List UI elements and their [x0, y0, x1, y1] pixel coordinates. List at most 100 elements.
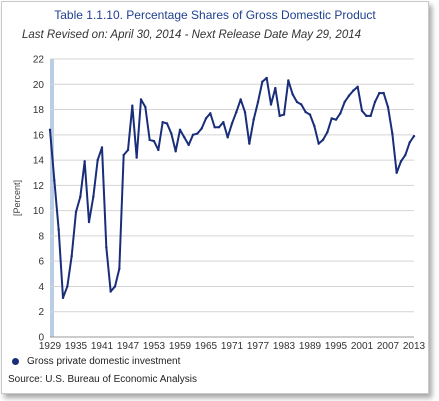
data-point: [96, 158, 99, 162]
data-point: [395, 171, 398, 174]
y-tick-label: 4: [38, 282, 44, 293]
x-tick-label: 2007: [377, 341, 400, 352]
data-point: [313, 124, 316, 128]
data-point: [295, 100, 299, 104]
data-point: [360, 109, 364, 113]
chart-title: Table 1.1.10. Percentage Shares of Gross…: [54, 8, 376, 22]
data-point: [74, 210, 78, 214]
data-point: [256, 100, 260, 104]
data-point: [334, 118, 338, 121]
data-point: [274, 86, 277, 90]
data-point: [373, 100, 377, 104]
data-point: [365, 114, 368, 118]
data-point: [148, 138, 151, 142]
source-note: Source: U.S. Bureau of Economic Analysis: [8, 374, 197, 385]
y-tick-label: 14: [33, 156, 45, 167]
data-point: [391, 132, 394, 135]
data-point: [209, 112, 212, 115]
data-point: [48, 128, 52, 131]
data-point: [404, 153, 407, 157]
y-tick-label: 18: [33, 105, 45, 116]
data-point: [139, 98, 143, 101]
x-tick-label: 1983: [273, 341, 296, 352]
legend-label: Gross private domestic investment: [27, 356, 181, 367]
legend-marker: [12, 358, 19, 365]
data-point: [213, 126, 216, 129]
data-point: [265, 76, 268, 80]
x-tick-label: 1965: [195, 341, 218, 352]
data-point: [252, 118, 255, 121]
y-tick-label: 2: [38, 307, 44, 318]
data-point: [378, 91, 381, 95]
y-tick-label: 22: [33, 55, 45, 66]
x-tick-label: 1929: [39, 341, 62, 352]
y-tick-label: 12: [33, 181, 45, 192]
data-point: [326, 131, 329, 134]
y-tick-label: 10: [33, 206, 45, 217]
data-point: [122, 153, 125, 157]
data-point: [235, 110, 238, 114]
data-point: [347, 94, 351, 97]
data-point: [174, 150, 177, 153]
x-tick-label: 1953: [143, 341, 166, 352]
data-point: [113, 285, 117, 288]
data-point: [196, 132, 199, 135]
y-tick-label: 8: [38, 231, 44, 242]
data-point: [343, 100, 346, 104]
data-point: [165, 122, 169, 125]
data-point: [369, 114, 372, 118]
data-point: [222, 120, 225, 124]
data-point: [382, 91, 385, 95]
data-point: [183, 136, 186, 139]
data-point: [412, 134, 416, 138]
data-point: [204, 117, 208, 120]
data-point: [157, 148, 160, 152]
data-point: [200, 127, 203, 130]
data-point: [339, 112, 342, 115]
data-point: [170, 132, 173, 135]
data-point: [243, 110, 247, 114]
data-point: [308, 113, 312, 116]
x-tick-label: 1935: [65, 341, 88, 352]
data-point: [131, 104, 134, 107]
data-point: [178, 128, 182, 131]
data-point: [191, 133, 195, 137]
data-point: [317, 142, 320, 145]
data-point: [291, 93, 294, 96]
data-point: [144, 105, 147, 109]
y-tick-label: 6: [38, 257, 44, 268]
data-point: [57, 228, 60, 231]
x-tick-label: 1971: [221, 341, 244, 352]
chart-panel: Table 1.1.10. Percentage Shares of Gross…: [1, 1, 429, 394]
legend[interactable]: Gross private domestic investment: [12, 356, 180, 367]
data-point: [61, 296, 65, 300]
x-tick-label: 1977: [247, 341, 270, 352]
data-point: [92, 195, 95, 198]
data-point: [70, 254, 73, 258]
data-point: [386, 105, 390, 109]
data-point: [399, 160, 403, 163]
data-point: [248, 142, 251, 145]
data-point: [278, 114, 281, 118]
y-tick-label: 0: [38, 333, 44, 344]
data-point: [53, 179, 56, 182]
x-tick-label: 1959: [169, 341, 192, 352]
y-axis-label: [Percent]: [12, 180, 22, 216]
y-tick-label: 20: [33, 80, 45, 91]
x-tick-label: 1995: [325, 341, 348, 352]
data-point: [269, 103, 273, 106]
data-point: [352, 89, 355, 92]
data-point: [66, 285, 69, 288]
data-point: [226, 136, 229, 139]
data-point: [287, 79, 290, 82]
data-point: [356, 85, 359, 89]
data-point: [239, 98, 242, 101]
data-point: [83, 160, 86, 163]
data-point: [321, 138, 325, 142]
range-band: [50, 59, 54, 337]
data-point: [187, 143, 190, 147]
data-point: [217, 126, 221, 129]
data-point: [105, 246, 108, 249]
data-point: [152, 139, 156, 143]
